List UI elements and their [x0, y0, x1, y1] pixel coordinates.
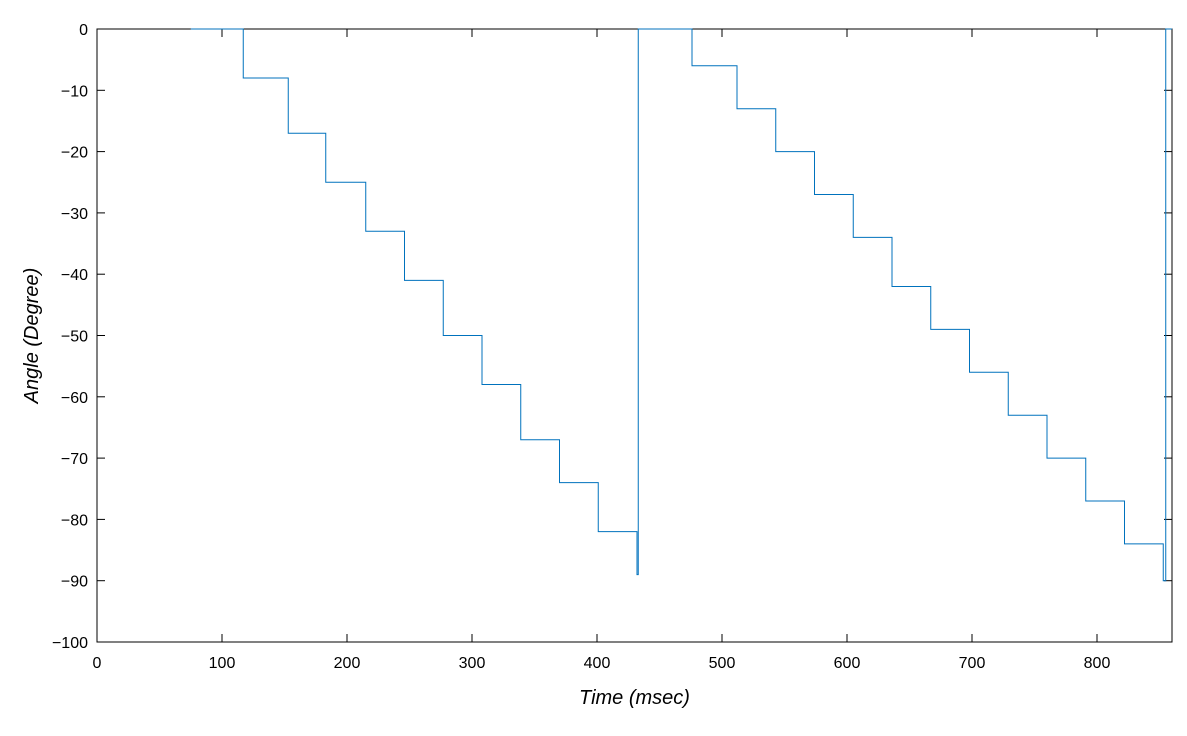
y-tick-label: 0: [79, 22, 88, 39]
y-tick-label: −10: [61, 83, 88, 100]
x-tick-label: 100: [209, 655, 236, 672]
x-axis-title: Time (msec): [579, 687, 690, 709]
x-tick-label: 400: [584, 655, 611, 672]
y-tick-label: −30: [61, 206, 88, 223]
y-tick-label: −70: [61, 451, 88, 468]
x-axis-ticks: 0 100 200 300 400 500 600 700 800: [93, 29, 1111, 672]
y-axis-title: Angle (Degree): [21, 268, 43, 405]
y-tick-label: −90: [61, 574, 88, 591]
x-tick-label: 600: [834, 655, 861, 672]
x-tick-label: 0: [93, 655, 102, 672]
y-tick-label: −40: [61, 267, 88, 284]
x-tick-label: 700: [959, 655, 986, 672]
plot-frame: [96, 28, 1173, 643]
y-axis-ticks: 0 −10 −20 −30 −40 −50 −60 −70 −80 −90 −100: [52, 22, 1172, 652]
x-tick-label: 300: [459, 655, 486, 672]
y-tick-label: −20: [61, 145, 88, 162]
y-tick-label: −50: [61, 329, 88, 346]
y-tick-label: −80: [61, 512, 88, 529]
x-tick-label: 500: [709, 655, 736, 672]
x-tick-label: 800: [1084, 655, 1111, 672]
angle-series-line: [190, 28, 1172, 582]
y-tick-label: −100: [52, 635, 88, 652]
x-tick-label: 200: [334, 655, 361, 672]
y-tick-label: −60: [61, 390, 88, 407]
